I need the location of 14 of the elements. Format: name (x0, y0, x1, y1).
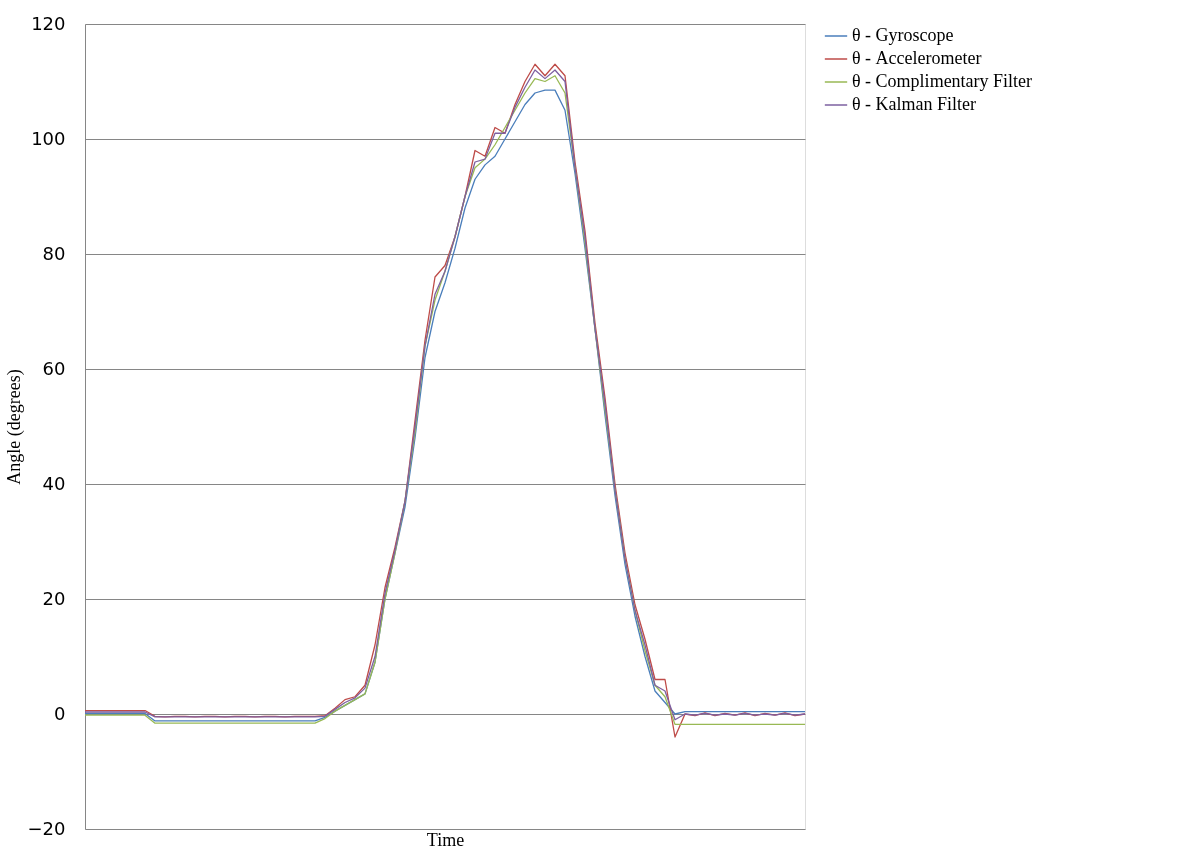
x-axis-title: Time (426, 829, 465, 850)
legend-label: θ - Complimentary Filter (852, 71, 1033, 91)
legend-label: θ - Kalman Filter (852, 94, 977, 114)
y-tick-label: 80 (42, 242, 66, 264)
legend-label: θ - Gyroscope (852, 25, 954, 45)
y-tick-label: 20 (42, 587, 66, 609)
y-tick-label: 60 (42, 357, 66, 379)
y-tick-label: 40 (42, 472, 66, 494)
y-tick-label: 0 (54, 702, 66, 724)
y-tick-label: 120 (31, 12, 66, 34)
y-axis-title: Angle (degrees) (3, 369, 25, 485)
y-tick-label: −20 (27, 817, 66, 839)
legend-label: θ - Accelerometer (852, 48, 982, 68)
y-tick-label: 100 (31, 127, 66, 149)
